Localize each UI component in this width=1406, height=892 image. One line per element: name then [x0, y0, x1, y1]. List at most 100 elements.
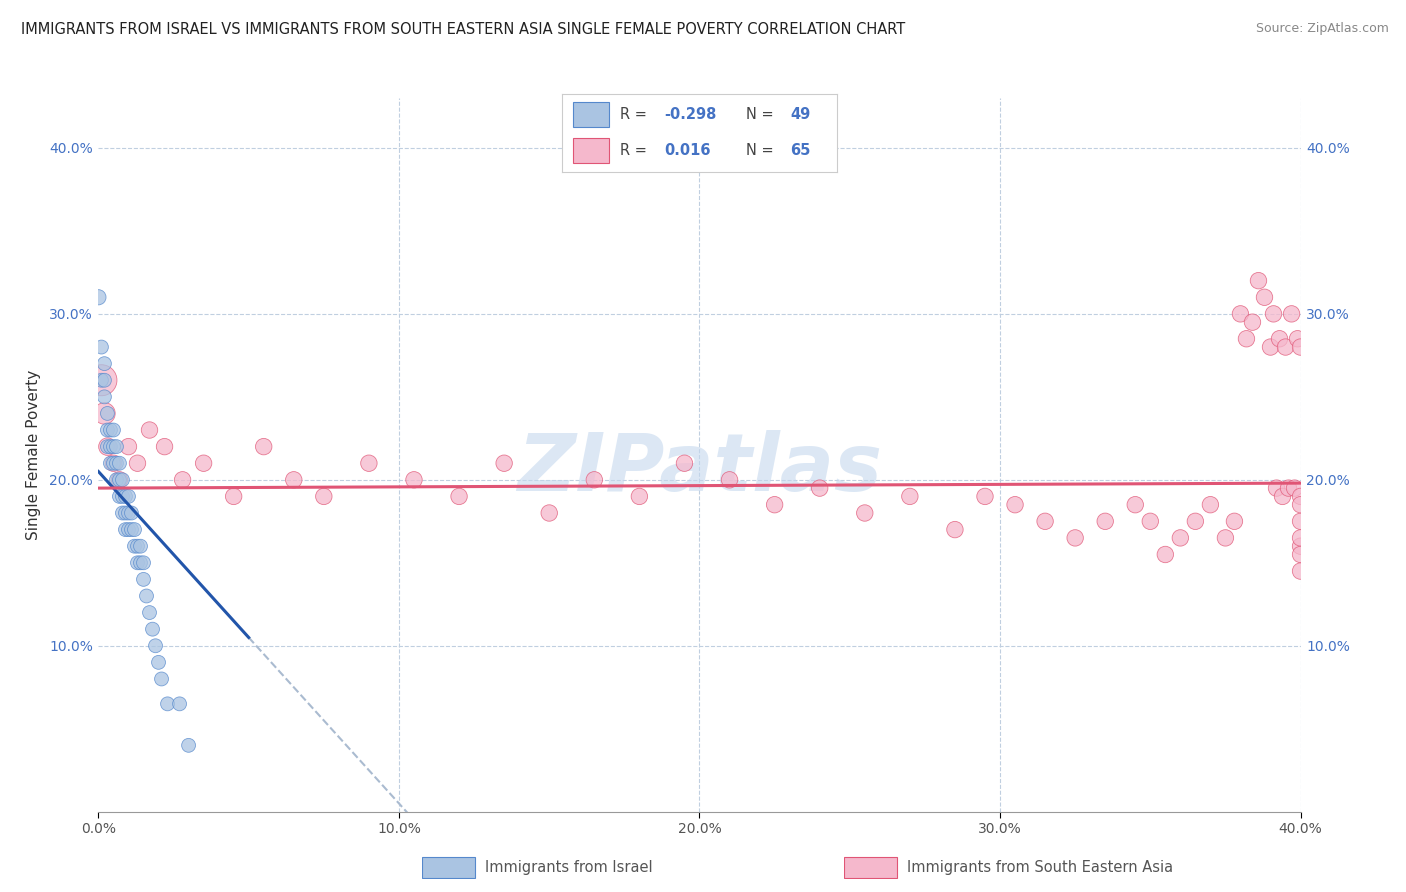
Point [108, 456, 131, 470]
Text: Immigrants from Israel: Immigrants from Israel [485, 861, 652, 875]
Point [129, 556, 152, 570]
Point [1004, 498, 1026, 512]
Text: N =: N = [747, 106, 779, 121]
Point [111, 473, 134, 487]
Point [111, 490, 134, 504]
Point [1215, 531, 1237, 545]
Point [103, 456, 125, 470]
Point [114, 506, 136, 520]
Point [1265, 481, 1288, 495]
Point [1289, 531, 1312, 545]
Point [132, 573, 155, 587]
Point [114, 523, 136, 537]
Point [1281, 307, 1303, 321]
Point [135, 589, 157, 603]
Point [150, 672, 173, 686]
Point [1277, 481, 1299, 495]
Point [253, 440, 276, 454]
Point [127, 539, 149, 553]
Point [1094, 514, 1116, 528]
Point [117, 523, 139, 537]
Point [93, 373, 115, 387]
Point [1289, 539, 1312, 553]
Point [1289, 564, 1312, 578]
Point [117, 440, 139, 454]
Point [1289, 514, 1312, 528]
Point [1274, 340, 1296, 354]
Point [808, 481, 831, 495]
Point [974, 490, 997, 504]
Text: -0.298: -0.298 [664, 106, 716, 121]
Point [93, 357, 115, 371]
Point [1184, 514, 1206, 528]
Point [124, 523, 146, 537]
Point [108, 473, 131, 487]
Point [1286, 332, 1309, 346]
Point [124, 539, 146, 553]
Point [1289, 548, 1312, 562]
Point [129, 539, 152, 553]
Point [1170, 531, 1192, 545]
Point [312, 490, 335, 504]
Point [90, 373, 112, 387]
Text: Immigrants from South Eastern Asia: Immigrants from South Eastern Asia [907, 861, 1173, 875]
Point [103, 456, 125, 470]
Point [1154, 548, 1177, 562]
Point [96, 440, 118, 454]
Point [1289, 498, 1312, 512]
Point [283, 473, 305, 487]
Point [105, 473, 128, 487]
Text: 65: 65 [790, 143, 810, 158]
Point [117, 506, 139, 520]
Point [145, 639, 167, 653]
Point [763, 498, 786, 512]
Point [121, 506, 143, 520]
Point [93, 390, 115, 404]
Point [96, 406, 118, 420]
Point [1064, 531, 1087, 545]
Point [117, 490, 139, 504]
Point [718, 473, 741, 487]
Point [177, 739, 200, 753]
Y-axis label: Single Female Poverty: Single Female Poverty [25, 370, 41, 540]
Text: R =: R = [620, 143, 651, 158]
Point [138, 606, 160, 620]
Text: 0.016: 0.016 [664, 143, 710, 158]
Point [1253, 290, 1275, 304]
Point [103, 440, 125, 454]
Point [100, 456, 122, 470]
Point [93, 406, 115, 420]
Point [121, 523, 143, 537]
Point [96, 423, 118, 437]
FancyBboxPatch shape [574, 137, 609, 162]
Point [447, 490, 470, 504]
Point [96, 440, 118, 454]
Text: N =: N = [747, 143, 779, 158]
FancyBboxPatch shape [574, 102, 609, 127]
Point [1268, 332, 1291, 346]
Point [1139, 514, 1161, 528]
Point [127, 456, 149, 470]
Text: R =: R = [620, 106, 651, 121]
Point [1241, 315, 1264, 329]
Point [1247, 274, 1270, 288]
Point [1223, 514, 1246, 528]
Point [156, 697, 179, 711]
Point [90, 373, 112, 387]
Point [222, 490, 245, 504]
Point [402, 473, 425, 487]
Text: IMMIGRANTS FROM ISRAEL VS IMMIGRANTS FROM SOUTH EASTERN ASIA SINGLE FEMALE POVER: IMMIGRANTS FROM ISRAEL VS IMMIGRANTS FRO… [21, 22, 905, 37]
Point [108, 473, 131, 487]
Point [357, 456, 380, 470]
Point [103, 423, 125, 437]
Point [1271, 490, 1294, 504]
Point [132, 556, 155, 570]
Point [193, 456, 215, 470]
Point [1263, 307, 1285, 321]
Point [111, 506, 134, 520]
Point [127, 556, 149, 570]
Point [1289, 490, 1312, 504]
Point [153, 440, 176, 454]
Point [100, 423, 122, 437]
Point [172, 473, 194, 487]
